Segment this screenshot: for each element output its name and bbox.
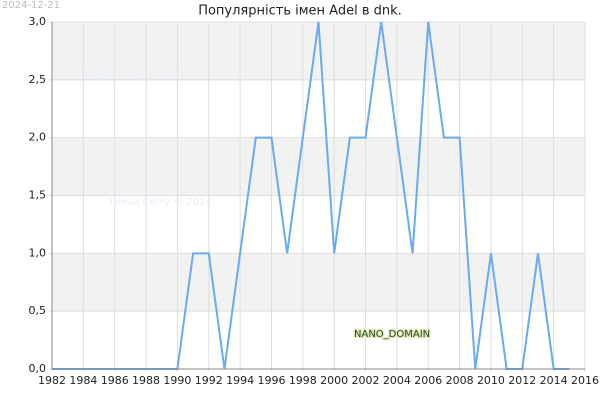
x-tick-label: 1986 [101,374,129,387]
y-tick-label: 2,0 [29,131,47,144]
band [52,137,585,196]
x-tick-label: 2006 [414,374,442,387]
watermark: Імена Світу © 2024 [282,157,384,169]
x-tick-label: 2002 [352,374,380,387]
x-tick-label: 2014 [540,374,568,387]
watermark: Імена Світу © 2024 [110,196,212,208]
x-tick-label: 2008 [446,374,474,387]
x-tick-label: 2000 [320,374,348,387]
x-tick-label: 2016 [571,374,599,387]
x-tick-label: 1990 [163,374,191,387]
date: 2024-12-21 [2,0,60,11]
chart-title: Популярність імен Adel в dnk. [198,4,402,19]
band [52,253,585,312]
x-tick-label: 1998 [289,374,317,387]
y-tick-label: 3,0 [29,15,47,28]
x-tick-label: 2004 [383,374,411,387]
x-tick-label: 1994 [226,374,254,387]
x-tick-label: 2012 [508,374,536,387]
y-tick-label: 0,0 [29,362,47,375]
watermark: Імена Світу © 2024 [85,69,187,81]
x-tick-label: 1996 [257,374,285,387]
y-tick-label: 1,5 [29,189,47,202]
badge: NANO_DOMAIN [354,329,430,340]
x-tick-label: 2010 [477,374,505,387]
y-tick-label: 2,5 [29,73,47,86]
x-tick-label: 1988 [132,374,160,387]
x-tick-label: 1982 [38,374,66,387]
x-tick-label: 1984 [69,374,97,387]
x-tick-label: 1992 [195,374,223,387]
y-tick-label: 1,0 [29,246,47,259]
y-tick-label: 0,5 [29,304,47,317]
